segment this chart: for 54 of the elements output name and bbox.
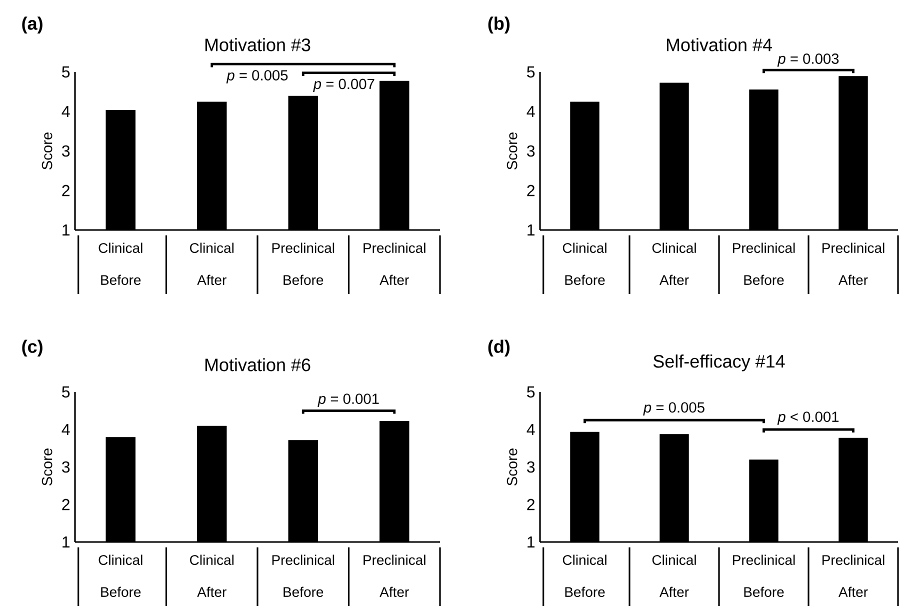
category-label: Preclinical After: [822, 242, 884, 285]
category-label: Preclinical After: [364, 242, 426, 285]
category-label: Clinical After: [190, 242, 234, 285]
category-label: Clinical Before: [98, 242, 142, 285]
annotation: p = 0.007: [313, 78, 374, 92]
y-tick-label: 2: [62, 184, 70, 196]
y-axis-title: Score: [506, 448, 518, 486]
y-tick-label: 3: [527, 461, 535, 473]
y-tick-label: 2: [62, 498, 70, 510]
category-label: Clinical Before: [562, 554, 606, 598]
chart-title: Self-efficacy #14: [653, 354, 785, 372]
text: p = 0.003: [777, 54, 839, 67]
y-tick-label: 2: [527, 184, 534, 196]
y-tick-label: 5: [527, 386, 535, 398]
y-axis-title: Score: [42, 448, 52, 486]
category-label: Preclinical Before: [272, 242, 334, 285]
y-tick-label: 1: [62, 536, 70, 548]
text: (b): [488, 16, 510, 34]
category-label: Preclinical After: [364, 554, 426, 598]
y-tick-label: 1: [62, 224, 70, 236]
category-label: Preclinical Before: [733, 554, 795, 598]
y-tick-label: 1: [528, 224, 535, 236]
annotation: p = 0.001: [318, 394, 379, 407]
category-label: Clinical Before: [562, 242, 606, 285]
y-tick-label: 5: [527, 66, 535, 78]
y-tick-label: 5: [62, 66, 70, 78]
chart-title: Motivation #6: [205, 358, 310, 372]
chart-title: Motivation #3: [205, 38, 310, 52]
y-tick-label: 4: [62, 424, 70, 436]
text: (d): [488, 340, 510, 356]
y-axis-title: Score: [506, 132, 518, 170]
y-tick-label: 5: [62, 386, 70, 398]
category-label: Preclinical Before: [733, 242, 795, 285]
y-axis-title: Score: [42, 132, 52, 170]
y-tick-label: 4: [526, 424, 535, 436]
text: (c): [22, 340, 42, 356]
y-tick-label: 3: [62, 145, 70, 157]
y-tick-label: 4: [526, 106, 535, 117]
annotation: p = 0.005: [226, 70, 288, 84]
text: (a): [22, 16, 42, 34]
chart-title: Motivation #4: [666, 38, 772, 52]
category-label: Preclinical After: [822, 554, 884, 598]
category-label: Clinical After: [652, 242, 696, 285]
category-label: Clinical After: [190, 554, 234, 598]
y-tick-label: 3: [527, 145, 535, 157]
category-label: Clinical After: [652, 554, 696, 598]
y-tick-label: 1: [528, 536, 535, 548]
y-tick-label: 2: [527, 498, 534, 510]
annotation: p = 0.005: [643, 402, 704, 416]
annotation: p < 0.001: [777, 412, 839, 425]
category-label: Clinical Before: [98, 554, 142, 598]
y-tick-label: 3: [62, 461, 70, 473]
y-tick-label: 4: [62, 106, 70, 117]
category-label: Preclinical Before: [272, 554, 334, 598]
